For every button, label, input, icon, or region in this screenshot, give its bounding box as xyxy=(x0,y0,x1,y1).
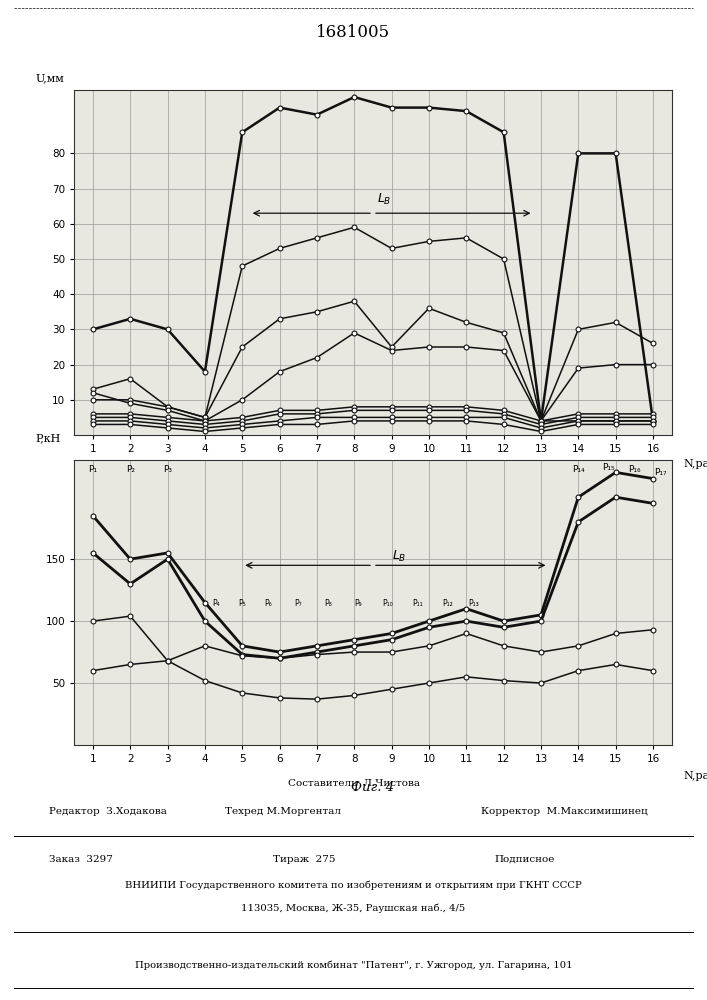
Text: Подписное: Подписное xyxy=(495,854,555,863)
Text: P₁₀: P₁₀ xyxy=(382,599,393,608)
Text: Составитель  Л.Чистова: Составитель Л.Чистова xyxy=(288,779,419,788)
Text: P₁₂: P₁₂ xyxy=(443,599,453,608)
Text: P₁₅: P₁₅ xyxy=(602,463,614,472)
Text: $L_B$: $L_B$ xyxy=(392,549,407,564)
Text: P,кН: P,кН xyxy=(35,433,61,443)
Text: P₂: P₂ xyxy=(126,465,135,474)
Text: Корректор  М.Максимишинец: Корректор М.Максимишинец xyxy=(481,808,648,816)
Text: N,рам: N,рам xyxy=(684,459,707,469)
Text: P₆: P₆ xyxy=(264,599,272,608)
Text: P₁₄: P₁₄ xyxy=(572,465,585,474)
Text: P₃: P₃ xyxy=(163,465,172,474)
Text: P₁₆: P₁₆ xyxy=(628,465,641,474)
Text: P₈: P₈ xyxy=(325,599,332,608)
Text: P₁₁: P₁₁ xyxy=(412,599,423,608)
Text: 1681005: 1681005 xyxy=(317,24,390,41)
Text: Производственно-издательский комбинат "Патент", г. Ужгород, ул. Гагарина, 101: Производственно-издательский комбинат "П… xyxy=(135,960,572,970)
Text: Фиг. 3: Фиг. 3 xyxy=(351,470,395,483)
Text: U,мм: U,мм xyxy=(35,73,64,83)
Text: P₁₃: P₁₃ xyxy=(468,599,479,608)
Text: Заказ  3297: Заказ 3297 xyxy=(49,854,113,863)
Text: Техред М.Моргентал: Техред М.Моргентал xyxy=(225,808,341,816)
Text: N,рам: N,рам xyxy=(684,771,707,781)
Text: Редактор  З.Ходакова: Редактор З.Ходакова xyxy=(49,808,168,816)
Text: $L_B$: $L_B$ xyxy=(377,192,392,207)
Text: Тираж  275: Тираж 275 xyxy=(273,854,335,863)
Text: P₅: P₅ xyxy=(238,599,246,608)
Text: 113035, Москва, Ж-35, Раушская наб., 4/5: 113035, Москва, Ж-35, Раушская наб., 4/5 xyxy=(241,904,466,913)
Text: P₄: P₄ xyxy=(212,599,220,608)
Text: Фиг. 4: Фиг. 4 xyxy=(351,781,395,794)
Text: P₁: P₁ xyxy=(88,465,98,474)
Text: P₇: P₇ xyxy=(294,599,302,608)
Text: P₁₇: P₁₇ xyxy=(654,468,667,477)
Text: P₉: P₉ xyxy=(354,599,362,608)
Text: ВНИИПИ Государственного комитета по изобретениям и открытиям при ГКНТ СССР: ВНИИПИ Государственного комитета по изоб… xyxy=(125,880,582,890)
